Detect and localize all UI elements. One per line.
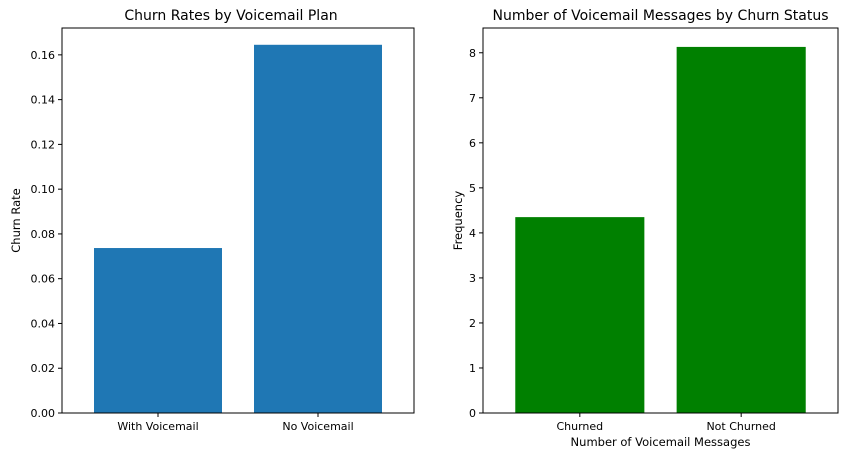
plot-frame [482,27,839,414]
y-tick-label: 0.14 [31,94,56,107]
bar-not-churned [676,46,806,413]
x-ticks: With Voicemail No Voicemail [117,413,354,433]
y-tick-label: 0.08 [31,228,56,241]
x-tick-label: Churned [556,420,603,433]
chart-title: Churn Rates by Voicemail Plan [124,8,337,24]
y-tick-label: 0.06 [31,273,56,286]
bar-group [515,46,806,413]
chart-churn-rates: Churn Rates by Voicemail Plan Churn Rate… [9,8,415,433]
bar-no-voicemail [254,44,382,414]
y-tick-label: 6 [469,137,476,150]
x-tick-label: With Voicemail [117,420,198,433]
x-axis-label: Number of Voicemail Messages [571,435,751,449]
chart-title: Number of Voicemail Messages by Churn St… [492,8,828,24]
plot-frame [61,27,415,414]
bar-group [94,44,382,414]
x-tick-label: No Voicemail [282,420,353,433]
x-tick-label: Not Churned [706,420,775,433]
y-tick-label: 0.00 [31,407,56,420]
y-tick-label: 5 [469,182,476,195]
chart-voicemail-messages: Number of Voicemail Messages by Churn St… [451,8,839,449]
y-tick-label: 0.04 [31,317,56,330]
bar-with-voicemail [94,248,222,413]
y-tick-label: 1 [469,362,476,375]
y-tick-label: 0 [469,407,476,420]
y-tick-label: 2 [469,317,476,330]
y-tick-label: 4 [469,227,476,240]
y-tick-label: 0.10 [31,183,56,196]
y-tick-label: 0.16 [31,49,56,62]
y-axis-label: Frequency [451,191,465,251]
y-tick-label: 7 [469,92,476,105]
y-axis-label: Churn Rate [9,188,23,252]
y-tick-label: 0.02 [31,362,56,375]
y-ticks: 0.00 0.02 0.04 0.06 0.08 0.10 0.12 0.14 0.16 [31,49,62,420]
y-ticks: 0 1 2 3 4 5 6 7 8 [469,47,483,420]
x-ticks: Churned Not Churned [556,413,776,433]
y-tick-label: 8 [469,47,476,60]
y-tick-label: 3 [469,272,476,285]
bar-churned [515,217,645,413]
y-tick-label: 0.12 [31,138,56,151]
